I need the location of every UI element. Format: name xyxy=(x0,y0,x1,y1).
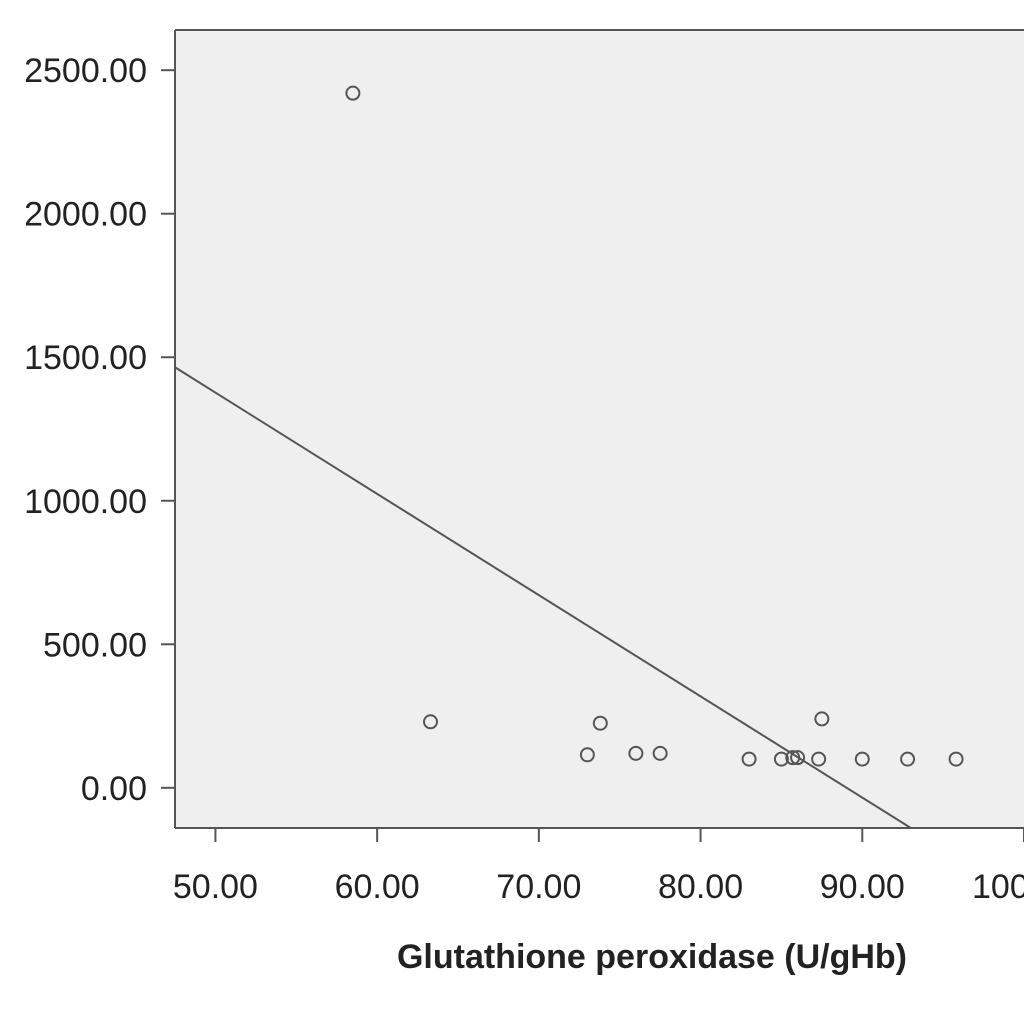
scatter-points xyxy=(345,85,964,767)
data-point xyxy=(628,745,644,761)
data-point xyxy=(790,750,806,766)
x-tick-label: 80.00 xyxy=(658,868,743,906)
data-point xyxy=(423,714,439,730)
regression-line xyxy=(174,366,912,829)
y-tick-label: 500.00 xyxy=(43,626,147,664)
data-point xyxy=(854,751,870,767)
data-point xyxy=(948,751,964,767)
x-axis-title: Glutathione peroxidase (U/gHb) xyxy=(397,938,907,976)
y-tick-label: 0.00 xyxy=(81,770,147,808)
data-point xyxy=(652,745,668,761)
y-tick-label: 1000.00 xyxy=(24,483,147,521)
data-point xyxy=(741,751,757,767)
x-axis-ticks: 50.00 60.00 70.00 80.00 90.00 100.00 xyxy=(173,828,1024,906)
regression-line-layer xyxy=(174,366,912,829)
data-point xyxy=(814,711,830,727)
data-point xyxy=(592,715,608,731)
data-point xyxy=(579,747,595,763)
y-tick-label: 2500.00 xyxy=(24,52,147,90)
x-tick-label: 100.00 xyxy=(972,868,1024,906)
data-point xyxy=(811,751,827,767)
x-tick-label: 50.00 xyxy=(173,868,258,906)
y-tick-label: 1500.00 xyxy=(24,339,147,377)
x-tick-label: 70.00 xyxy=(496,868,581,906)
data-point xyxy=(900,751,916,767)
y-tick-label: 2000.00 xyxy=(24,196,147,234)
x-tick-label: 90.00 xyxy=(820,868,905,906)
data-point xyxy=(785,750,801,766)
plot-background xyxy=(175,30,1024,828)
data-point xyxy=(345,85,361,101)
data-point xyxy=(773,751,789,767)
y-axis-ticks: 0.00 500.00 1000.00 1500.00 2000.00 2500.00 xyxy=(24,52,175,808)
x-tick-label: 60.00 xyxy=(335,868,420,906)
